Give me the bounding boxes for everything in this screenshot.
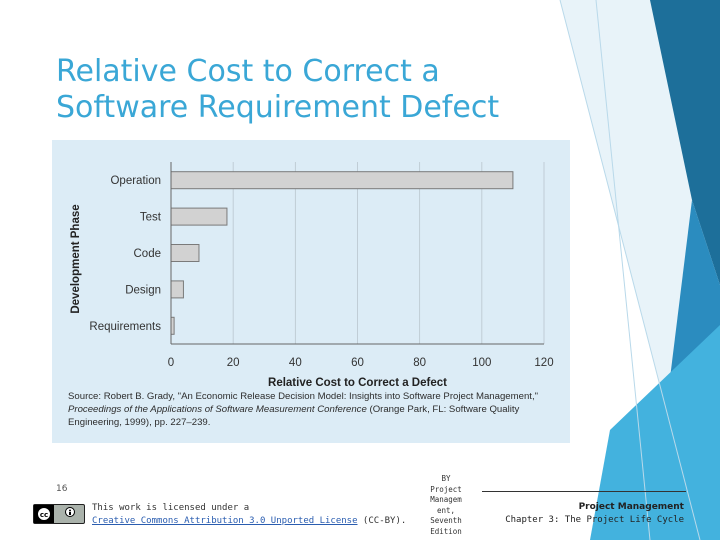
book-line-1: BY bbox=[441, 474, 451, 483]
x-tick-label: 80 bbox=[413, 357, 426, 369]
bar-chart: Operation Test Code Design Requirements 0 20 4… bbox=[70, 162, 554, 389]
bar-design bbox=[170, 280, 184, 299]
slide-number: 16 bbox=[56, 484, 68, 494]
x-tick-label: 0 bbox=[168, 357, 174, 369]
source-line-2: Proceedings of the Applications of Softw… bbox=[68, 403, 558, 416]
y-axis-title: Development Phase bbox=[70, 204, 82, 313]
slide-title: Relative Cost to Correct a Software Requ… bbox=[56, 54, 526, 126]
license-link[interactable]: Creative Commons Attribution 3.0 Unporte… bbox=[92, 516, 358, 526]
book-line-5: Seventh bbox=[430, 516, 462, 525]
bar-layer bbox=[170, 171, 514, 335]
x-axis-title: Relative Cost to Correct a Defect bbox=[268, 377, 447, 389]
grid-layer bbox=[232, 162, 545, 344]
cc-icon: cc bbox=[34, 505, 75, 523]
x-tick-label: 60 bbox=[351, 357, 364, 369]
chart-panel: Operation Test Code Design Requirements 0 20 4… bbox=[52, 140, 570, 443]
source-line-2-italic: Proceedings of the Applications of Softw… bbox=[68, 404, 367, 415]
book-line-2: Project bbox=[430, 484, 462, 494]
cc-license-badge[interactable]: cc bbox=[33, 504, 85, 524]
license-suffix: (CC-BY). bbox=[357, 516, 407, 526]
course-chapter: Chapter 3: The Project Life Cycle bbox=[505, 515, 684, 525]
x-tick-label: 40 bbox=[289, 357, 302, 369]
title-line-1: Relative Cost to Correct a bbox=[56, 54, 440, 89]
bar-test bbox=[170, 207, 228, 226]
tick-labels: 0 20 40 60 80 100 120 bbox=[168, 357, 554, 369]
book-line-3: Managem bbox=[430, 495, 462, 504]
category-label: Test bbox=[140, 212, 162, 224]
category-label: Operation bbox=[110, 175, 161, 187]
bar-operation bbox=[170, 171, 514, 190]
category-labels: Operation Test Code Design Requirements bbox=[89, 175, 161, 333]
title-line-2: Software Requirement Defect bbox=[56, 90, 500, 125]
license-text: This work is licensed under a bbox=[92, 503, 250, 513]
x-tick-label: 100 bbox=[472, 357, 491, 369]
chart-source-note: Source: Robert B. Grady, "An Economic Re… bbox=[68, 390, 558, 429]
source-line-2-rest: (Orange Park, FL: Software Quality bbox=[366, 404, 520, 415]
course-info: Project Management Chapter 3: The Projec… bbox=[490, 501, 684, 527]
book-line-6: Edition bbox=[430, 526, 462, 536]
category-label: Requirements bbox=[89, 321, 161, 333]
category-label: Code bbox=[134, 248, 162, 260]
axis-layer: Operation Test Code Design Requirements 0 20 4… bbox=[70, 162, 554, 389]
svg-text:cc: cc bbox=[40, 511, 48, 519]
source-line-1: Source: Robert B. Grady, "An Economic Re… bbox=[68, 391, 539, 402]
license-line-2: Creative Commons Attribution 3.0 Unporte… bbox=[92, 515, 412, 528]
book-reference: BY Project Managem ent, Seventh Edition bbox=[418, 474, 474, 537]
x-tick-label: 120 bbox=[534, 357, 553, 369]
course-title: Project Management bbox=[578, 502, 684, 512]
x-tick-label: 20 bbox=[227, 357, 240, 369]
book-line-4: ent, bbox=[436, 505, 456, 515]
license-notice: This work is licensed under a Creative C… bbox=[92, 502, 412, 528]
bar-code bbox=[170, 244, 200, 262]
footer-divider bbox=[482, 491, 686, 492]
source-line-3: Engineering, 1999), pp. 227–239. bbox=[68, 417, 211, 428]
category-label: Design bbox=[125, 284, 161, 296]
